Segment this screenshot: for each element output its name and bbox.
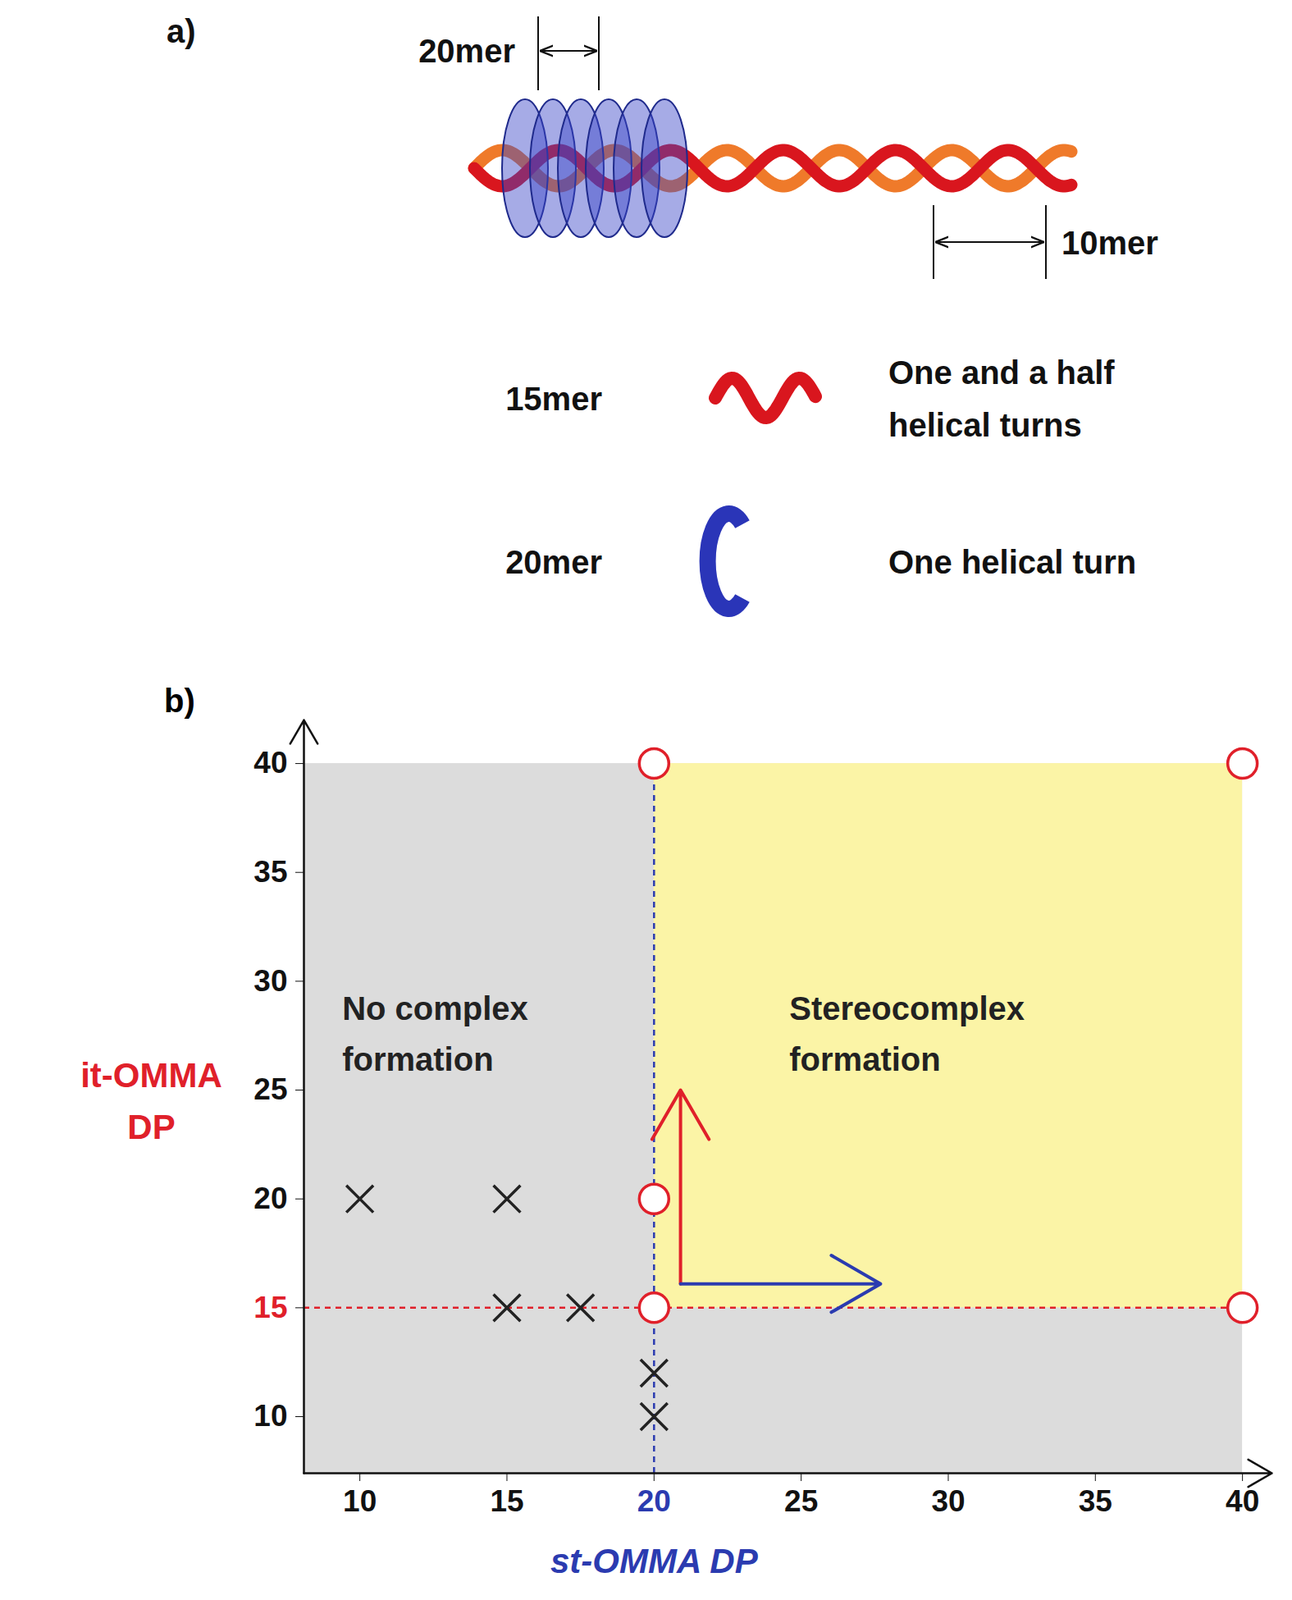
svg-text:15: 15 [489, 1483, 524, 1518]
svg-text:25: 25 [253, 1072, 288, 1106]
svg-text:40: 40 [1225, 1483, 1260, 1518]
svg-text:20: 20 [637, 1483, 672, 1518]
svg-text:20mer: 20mer [418, 32, 516, 69]
svg-text:20mer: 20mer [505, 543, 603, 580]
html-text:b): b) [164, 682, 196, 719]
svg-text:25: 25 [784, 1483, 818, 1518]
svg-text:15: 15 [253, 1290, 288, 1324]
svg-text:a): a) [166, 13, 197, 50]
svg-text:20: 20 [253, 1181, 288, 1215]
svg-text:10: 10 [253, 1398, 288, 1433]
svg-text:Stereocomplexformation: Stereocomplexformation [789, 990, 1025, 1078]
svg-text:40: 40 [253, 745, 288, 780]
svg-text:10mer: 10mer [1061, 224, 1159, 261]
svg-text:No complexformation: No complexformation [342, 990, 529, 1078]
svg-text:st-OMMA DP: st-OMMA DP [550, 1541, 759, 1580]
svg-text:One helical turn: One helical turn [888, 543, 1137, 580]
svg-text:One and a halfhelical turns: One and a halfhelical turns [888, 354, 1115, 443]
svg-text:30: 30 [931, 1483, 965, 1518]
svg-text:it-OMMADP: it-OMMADP [80, 1055, 223, 1146]
svg-text:15mer: 15mer [505, 380, 603, 417]
svg-text:30: 30 [253, 963, 288, 998]
svg-text:35: 35 [1078, 1483, 1113, 1518]
svg-text:35: 35 [253, 854, 288, 889]
svg-text:10: 10 [342, 1483, 377, 1518]
